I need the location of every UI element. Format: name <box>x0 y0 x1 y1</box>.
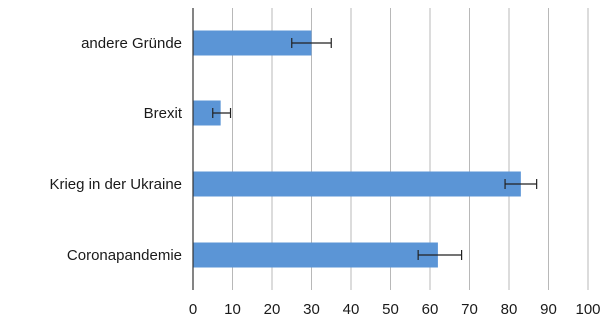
bars <box>193 30 521 268</box>
category-label-2: Krieg in der Ukraine <box>49 176 182 193</box>
x-tick-label-60: 60 <box>422 301 439 318</box>
x-tick-label-30: 30 <box>303 301 320 318</box>
error-bars <box>212 38 538 260</box>
error-bar-2 <box>504 179 538 189</box>
error-bar-1 <box>212 108 232 118</box>
error-bar-3 <box>417 250 463 260</box>
bar-3 <box>193 242 438 268</box>
x-tick-label-70: 70 <box>461 301 478 318</box>
x-tick-label-100: 100 <box>575 301 600 318</box>
x-tick-label-0: 0 <box>189 301 197 318</box>
x-tick-label-20: 20 <box>264 301 281 318</box>
error-bar-0 <box>291 38 332 48</box>
x-tick-label-40: 40 <box>343 301 360 318</box>
x-tick-labels: 0 10 20 30 40 50 60 70 80 90 100 <box>189 301 601 318</box>
category-label-3: Coronapandemie <box>67 247 182 264</box>
category-label-1: Brexit <box>144 105 183 122</box>
bar-2 <box>193 171 521 197</box>
x-tick-label-80: 80 <box>501 301 518 318</box>
category-labels: andere Gründe Brexit Krieg in der Ukraine C… <box>49 35 182 264</box>
x-tick-label-90: 90 <box>540 301 557 318</box>
category-label-0: andere Gründe <box>81 35 182 52</box>
x-tick-label-10: 10 <box>224 301 241 318</box>
x-tick-label-50: 50 <box>382 301 399 318</box>
